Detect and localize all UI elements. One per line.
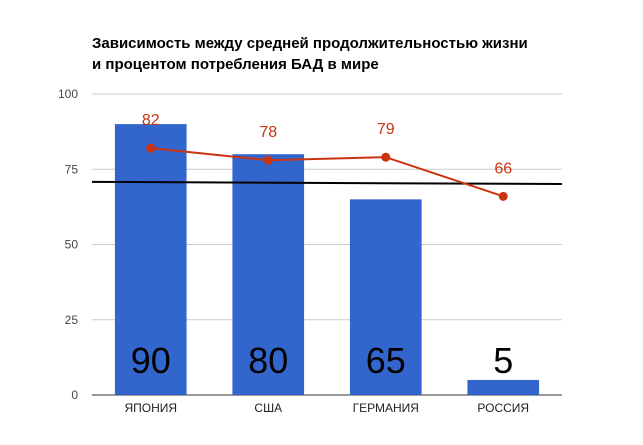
line-point: [498, 191, 508, 201]
y-tick-label: 100: [58, 87, 78, 101]
trend-line-group: [91, 180, 563, 185]
bar-value-labels: 90 80 65 5: [131, 340, 514, 381]
bar-0: [114, 124, 187, 395]
bar-value-label: 5: [493, 340, 513, 381]
line-value-label: 79: [377, 121, 395, 138]
bars: [114, 124, 540, 395]
category-label: РОССИЯ: [477, 401, 529, 415]
chart-title-line-1: Зависимость между средней продолжительно…: [92, 35, 528, 52]
category-label: ЯПОНИЯ: [124, 401, 177, 415]
line-point: [381, 152, 391, 162]
bar-value-label: 65: [366, 340, 406, 381]
line-value-label: 66: [494, 160, 512, 177]
y-tick-label: 75: [65, 162, 79, 176]
line-point: [263, 155, 273, 165]
category-label: США: [254, 401, 282, 415]
bar-3: [467, 379, 540, 395]
line-series: 82 78 79 66: [142, 112, 512, 201]
y-tick-label: 50: [65, 238, 79, 252]
line-value-label: 78: [259, 124, 277, 141]
y-tick-label: 25: [65, 313, 79, 327]
chart-title-line-2: и процентом потребления БАД в мире: [92, 56, 379, 73]
trend-line: [91, 180, 563, 185]
line-point: [146, 143, 156, 153]
bar-value-label: 80: [248, 340, 288, 381]
bar-2: [349, 199, 422, 395]
bar-value-label: 90: [131, 340, 171, 381]
line-series-path: [150, 147, 504, 198]
y-tick-label: 0: [71, 388, 78, 402]
category-labels: ЯПОНИЯ США ГЕРМАНИЯ РОССИЯ: [124, 401, 529, 415]
line-value-label: 82: [142, 112, 160, 129]
y-axis-ticks: 0 25 50 75 100: [58, 87, 78, 402]
bar-1: [232, 154, 305, 395]
category-label: ГЕРМАНИЯ: [353, 401, 419, 415]
